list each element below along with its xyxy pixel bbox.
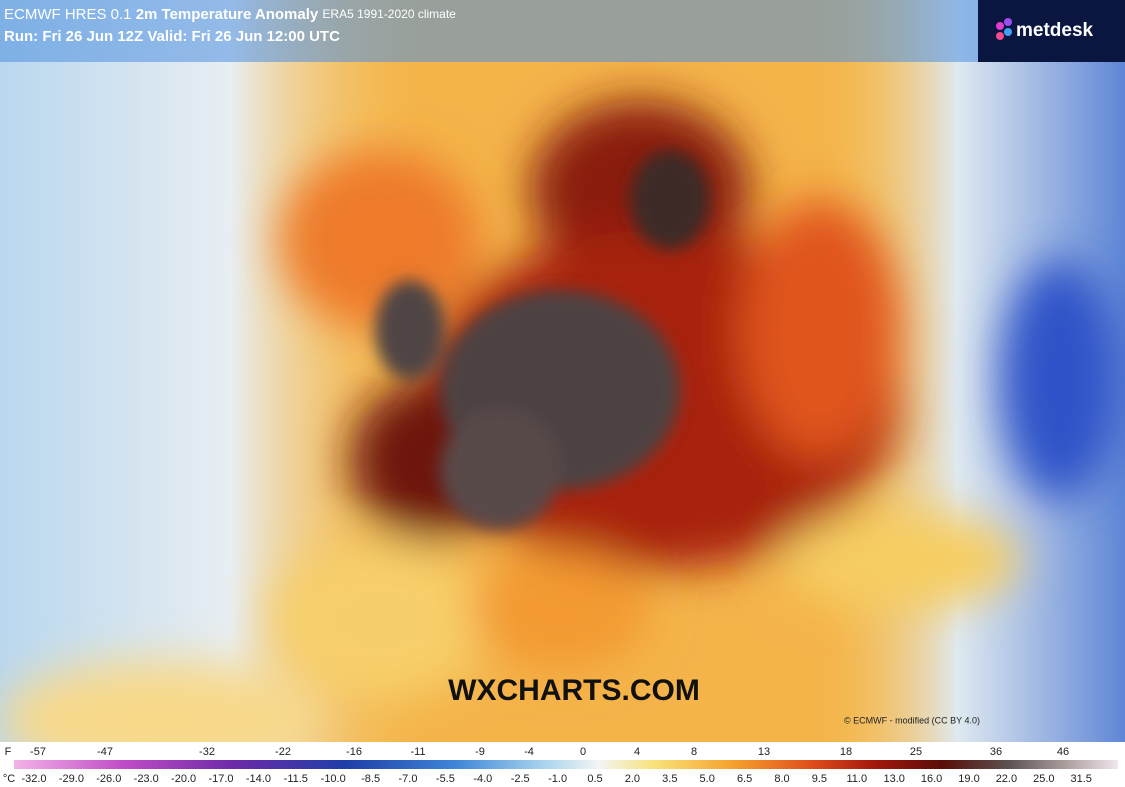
climate-note: ERA5 1991-2020 climate: [322, 7, 456, 21]
c-label: -5.5: [436, 773, 455, 785]
c-label: -20.0: [171, 773, 196, 785]
c-label: 3.5: [662, 773, 677, 785]
f-label: 25: [910, 746, 922, 758]
c-label: 5.0: [700, 773, 715, 785]
run-info: Run: Fri 26 Jun 12Z Valid: Fri 26 Jun 12…: [4, 28, 340, 45]
header-line: ECMWF HRES 0.1 2m Temperature Anomaly ER…: [4, 6, 456, 23]
c-label: -10.0: [321, 773, 346, 785]
f-label: -16: [346, 746, 362, 758]
f-label: 46: [1057, 746, 1069, 758]
f-label: 13: [758, 746, 770, 758]
c-label: 22.0: [996, 773, 1017, 785]
logo-icon: [996, 18, 1012, 40]
c-label: -4.0: [473, 773, 492, 785]
model-name: ECMWF HRES 0.1: [4, 6, 132, 23]
color-bar: [14, 760, 1118, 769]
c-label: -23.0: [134, 773, 159, 785]
c-label: -7.0: [399, 773, 418, 785]
c-label: 25.0: [1033, 773, 1054, 785]
c-label: 19.0: [958, 773, 979, 785]
f-label: -57: [30, 746, 46, 758]
logo-text: metdesk: [1016, 20, 1094, 41]
c-label: -1.0: [548, 773, 567, 785]
c-label: 6.5: [737, 773, 752, 785]
c-label: -11.5: [284, 773, 308, 785]
c-label: -29.0: [59, 773, 84, 785]
header-band: [0, 0, 978, 62]
f-label: 0: [580, 746, 586, 758]
c-label: -2.5: [511, 773, 530, 785]
c-label: -26.0: [96, 773, 121, 785]
c-label: -8.5: [361, 773, 380, 785]
c-label: 16.0: [921, 773, 942, 785]
c-label: 11.0: [847, 773, 868, 785]
f-label: -32: [199, 746, 215, 758]
f-label: 8: [691, 746, 697, 758]
credit: © ECMWF - modified (CC BY 4.0): [844, 715, 980, 725]
c-label: 0.5: [587, 773, 602, 785]
watermark: WXCHARTS.COM: [448, 674, 700, 707]
f-label: 36: [990, 746, 1002, 758]
f-label: -9: [475, 746, 485, 758]
c-label: -32.0: [21, 773, 46, 785]
f-label: -4: [524, 746, 534, 758]
c-label: 2.0: [625, 773, 640, 785]
c-label: 9.5: [812, 773, 827, 785]
map-title: 2m Temperature Anomaly: [136, 6, 319, 23]
c-label: -17.0: [208, 773, 233, 785]
f-unit: F: [5, 746, 12, 758]
c-label: 13.0: [883, 773, 904, 785]
c-label: -14.0: [246, 773, 271, 785]
c-label: 31.5: [1070, 773, 1091, 785]
logo-box: [978, 0, 1125, 62]
f-label: -22: [275, 746, 291, 758]
c-label: 8.0: [774, 773, 789, 785]
f-label: 18: [840, 746, 852, 758]
c-unit: °C: [3, 773, 15, 785]
f-label: 4: [634, 746, 640, 758]
f-label: -47: [97, 746, 113, 758]
f-label: -11: [410, 746, 425, 758]
